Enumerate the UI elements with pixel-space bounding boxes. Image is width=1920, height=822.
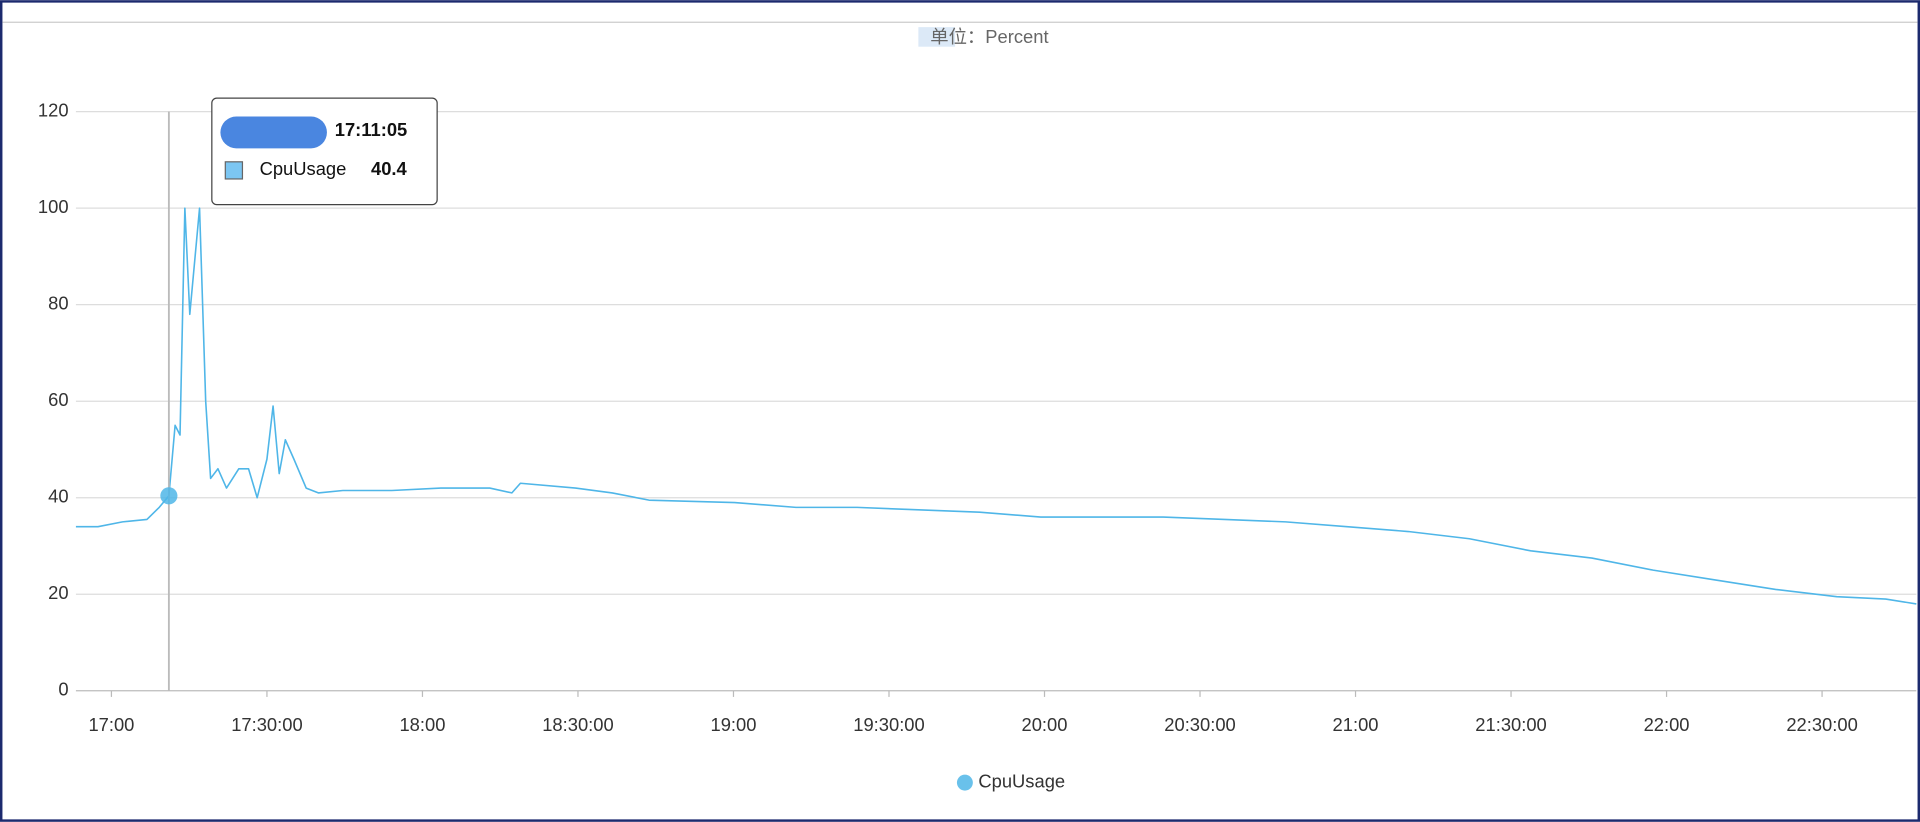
tooltip-series: CpuUsage: [260, 158, 347, 179]
x-tick-label: 17:30:00: [231, 714, 302, 735]
legend-label: CpuUsage: [978, 770, 1065, 791]
redacted-pill: [220, 116, 327, 149]
y-tick-label: 20: [48, 582, 68, 603]
y-tick-label: 80: [48, 293, 68, 314]
unit-highlight: [918, 27, 956, 47]
x-tick-label: 20:30:00: [1164, 714, 1235, 735]
y-tick-label: 0: [58, 679, 68, 700]
tooltip-swatch: [224, 161, 244, 180]
x-tick-label: 21:00: [1333, 714, 1379, 735]
y-tick-label: 100: [38, 196, 69, 217]
x-tick-label: 21:30:00: [1475, 714, 1546, 735]
y-tick-label: 40: [48, 486, 68, 507]
data-line: [75, 207, 1917, 605]
x-tick-label: 19:30:00: [853, 714, 924, 735]
legend-marker: [956, 774, 973, 791]
x-tick-label: 22:30:00: [1786, 714, 1857, 735]
x-tick-label: 17:00: [88, 714, 134, 735]
y-tick-label: 60: [48, 389, 68, 410]
x-tick-label: 22:00: [1644, 714, 1690, 735]
y-tick-label: 120: [38, 99, 69, 120]
x-tick-label: 18:30:00: [542, 714, 613, 735]
hover-point: [160, 487, 178, 505]
x-tick-label: 18:00: [399, 714, 445, 735]
tooltip-time: 17:11:05: [335, 119, 407, 140]
tooltip-box: [211, 97, 438, 206]
tooltip-value: 40.4: [371, 158, 408, 179]
x-tick-label: 20:00: [1022, 714, 1068, 735]
unit-label: 单位：Percent: [930, 26, 1048, 47]
x-tick-label: 19:00: [711, 714, 757, 735]
